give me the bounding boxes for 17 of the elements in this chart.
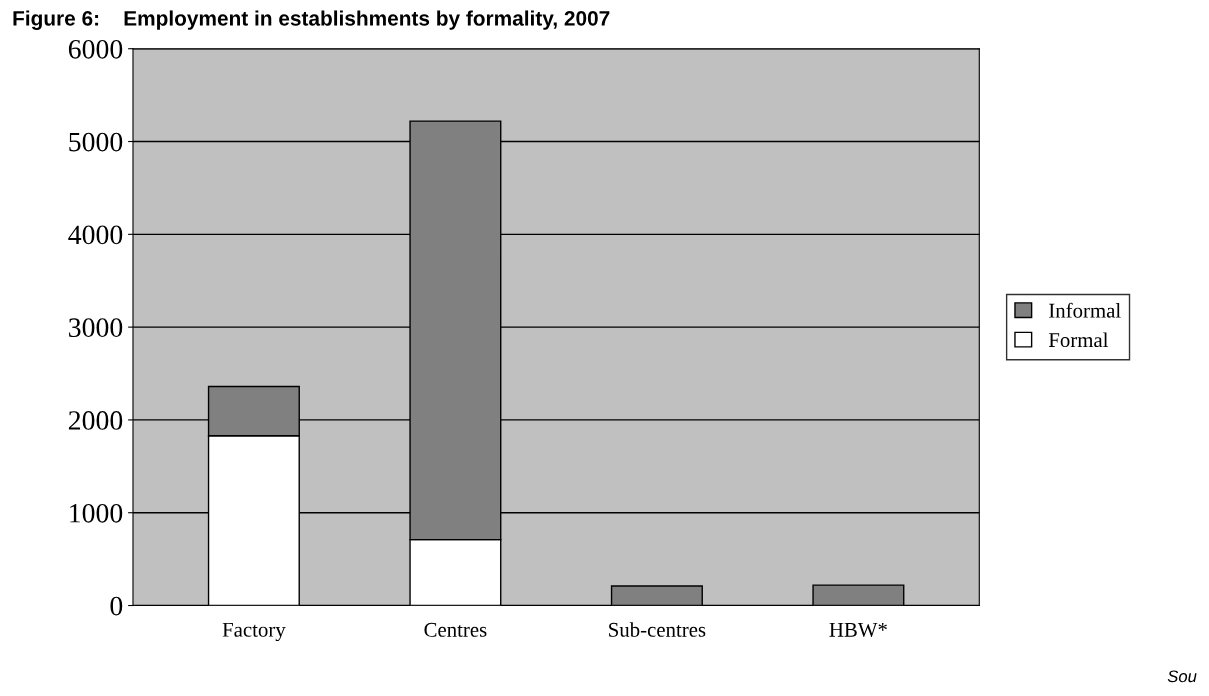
chart-title: Figure 6: Employment in establishments by formality, 2007 — [13, 10, 610, 30]
x-tick-label: Centres — [424, 622, 487, 637]
y-tick-label: 0 — [110, 596, 123, 616]
bar — [610, 585, 703, 606]
text: Sou — [1167, 670, 1197, 683]
y-tick-label: 3000 — [69, 318, 123, 338]
y-tick-label: 6000 — [68, 39, 123, 59]
y-tick-label: 4000 — [68, 225, 123, 245]
legend-label: Informal — [1049, 302, 1121, 318]
bar — [812, 584, 905, 606]
y-tick-label: 2000 — [68, 411, 123, 430]
x-tick-label: Factory — [222, 622, 286, 642]
x-tick-label: Sub-centres — [609, 622, 706, 637]
x-tick-label: HBW* — [829, 623, 887, 637]
legend-label: Formal — [1048, 332, 1109, 348]
y-tick-label: 1000 — [70, 503, 123, 523]
y-tick-label: 5000 — [69, 132, 123, 152]
